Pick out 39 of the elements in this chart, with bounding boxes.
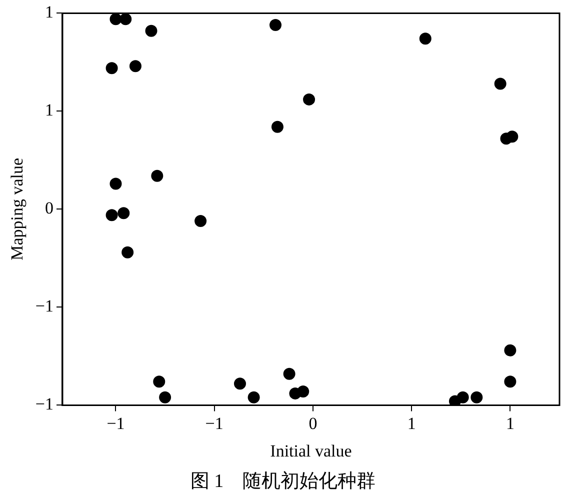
y-tick-label: 1 xyxy=(44,2,54,22)
caption: 图 1 随机初始化种群 xyxy=(189,470,377,494)
point xyxy=(153,376,166,388)
point xyxy=(234,378,246,390)
point xyxy=(118,207,130,220)
point xyxy=(110,178,122,190)
point xyxy=(194,214,207,227)
point xyxy=(269,18,282,31)
point xyxy=(271,120,284,133)
point xyxy=(122,246,134,258)
point xyxy=(151,170,164,182)
point xyxy=(419,32,432,45)
point xyxy=(303,93,316,106)
point xyxy=(248,391,260,404)
point xyxy=(297,385,310,398)
point xyxy=(283,368,296,380)
point xyxy=(470,391,483,404)
x-tick-label: 0 xyxy=(308,414,318,433)
x-tick-label: 1 xyxy=(407,414,416,433)
point xyxy=(494,78,506,90)
point xyxy=(145,24,158,37)
point xyxy=(106,209,118,222)
point xyxy=(129,60,142,72)
point xyxy=(106,62,118,74)
point xyxy=(120,13,132,26)
y-tick-label: −1 xyxy=(35,296,54,316)
x-tick-label: 1 xyxy=(506,414,514,433)
y-tick-label: 0 xyxy=(44,198,54,218)
y-tick-label: 1 xyxy=(44,100,54,120)
x-tick-label: −1 xyxy=(205,414,224,433)
y-axis-title: Mapping value xyxy=(8,158,27,260)
point xyxy=(504,376,516,388)
y-tick-label: −1 xyxy=(35,394,54,414)
point xyxy=(506,130,518,143)
x-axis-title: Initial value xyxy=(270,441,352,460)
point xyxy=(159,391,172,404)
x-tick-label: −1 xyxy=(106,414,125,433)
point xyxy=(456,391,469,404)
point xyxy=(504,344,516,356)
